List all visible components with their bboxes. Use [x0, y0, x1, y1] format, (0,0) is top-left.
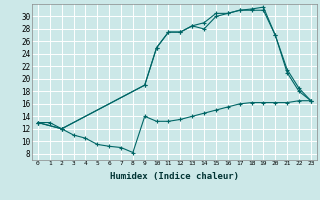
X-axis label: Humidex (Indice chaleur): Humidex (Indice chaleur)	[110, 172, 239, 181]
